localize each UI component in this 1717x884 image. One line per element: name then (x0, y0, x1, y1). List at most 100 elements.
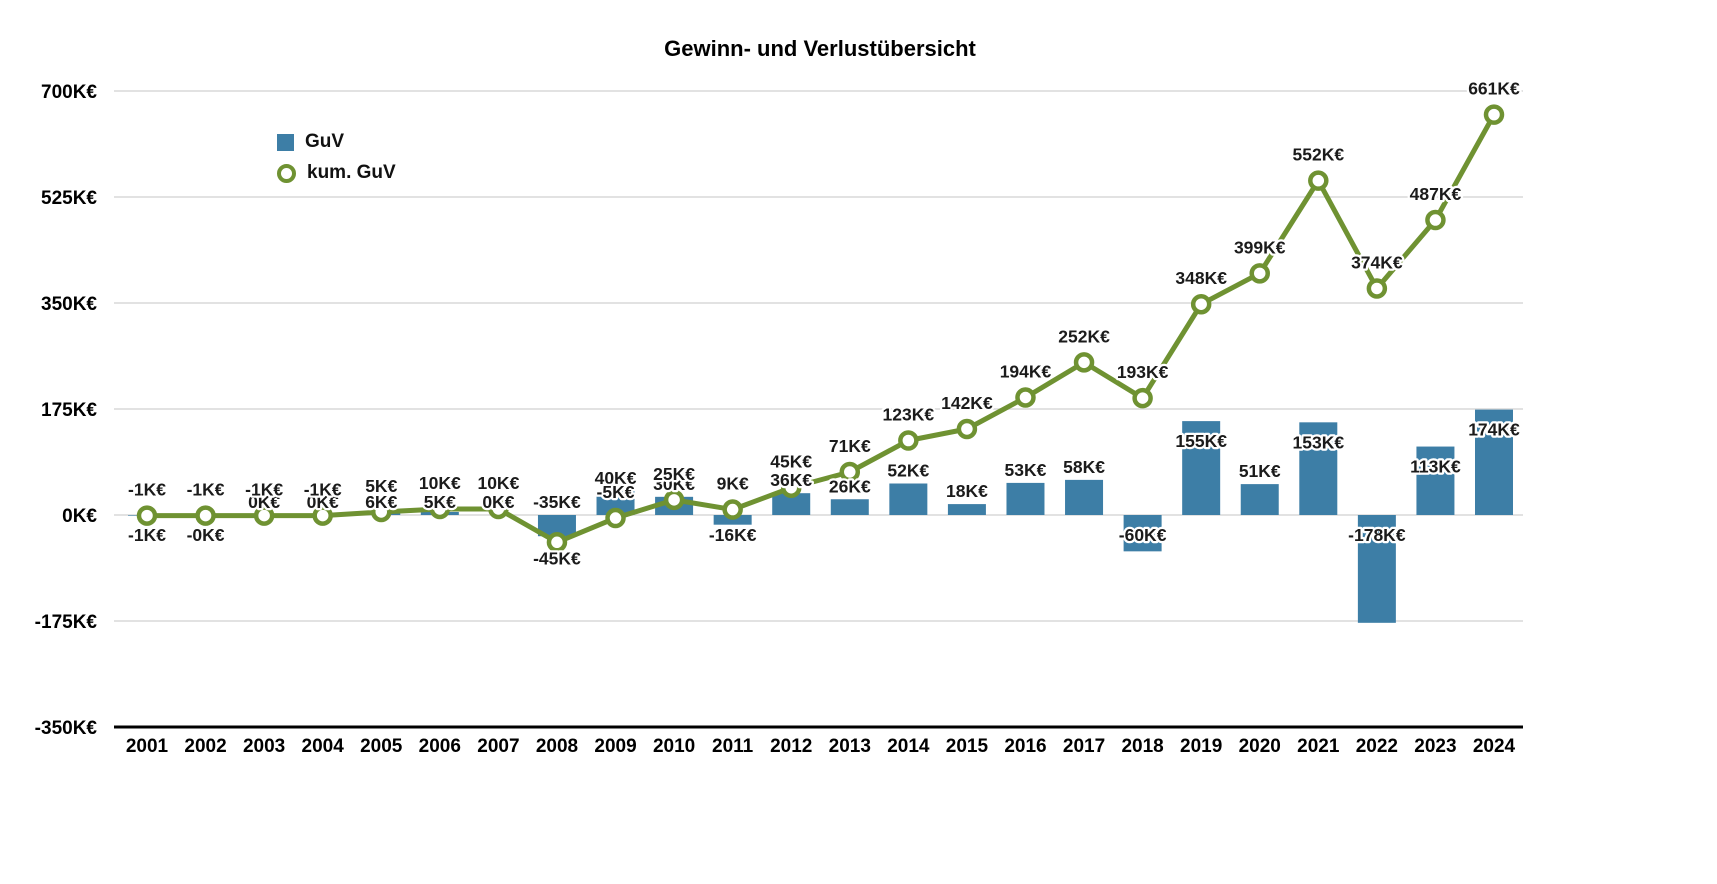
x-tick-label: 2002 (184, 736, 226, 757)
bar-label-2017: 58K€ (1063, 457, 1105, 477)
kum-guv-point-2013 (839, 461, 861, 483)
bar-label-2001: -1K€ (128, 525, 166, 545)
kum-guv-point-2006 (429, 498, 451, 520)
bar-label-2020: 51K€ (1239, 461, 1281, 481)
bar-2012 (772, 493, 811, 515)
kum-guv-point-2005 (371, 501, 392, 523)
kum-label-2007: 10K€ (477, 473, 519, 493)
kum-label-2002: -1K€ (187, 480, 225, 500)
kum-label-2003: -1K€ (245, 480, 283, 500)
y-tick-label: 525K€ (41, 188, 97, 209)
bar-label-2006: 5K€ (424, 492, 456, 512)
bar-label-2009: 40K€ (595, 468, 637, 488)
x-tick-label: 2003 (243, 736, 285, 757)
bar-2008 (537, 515, 576, 537)
legend-label-kum-guv: kum. GuV (307, 162, 396, 183)
x-tick-label: 2006 (419, 736, 461, 757)
bar-label-2022: -178K€ (1348, 525, 1406, 545)
x-tick-label: 2013 (829, 736, 871, 757)
kum-label-2013: 71K€ (829, 436, 871, 456)
x-tick-label: 2018 (1121, 736, 1163, 757)
kum-label-2001: -1K€ (128, 480, 166, 500)
kum-guv-point-2021 (1308, 170, 1329, 191)
kum-guv-point-2010 (663, 489, 685, 511)
bar-2011 (713, 515, 752, 525)
kum-guv-point-2024 (1483, 104, 1505, 125)
y-tick-label: -350K€ (35, 718, 98, 739)
legend-item-guv: GuV (277, 131, 396, 153)
bar-2024 (1475, 409, 1513, 515)
bar-label-2015: 18K€ (946, 481, 988, 501)
bar-2020 (1240, 484, 1279, 515)
x-tick-label: 2017 (1063, 736, 1105, 757)
kum-guv-point-2016 (1015, 387, 1036, 408)
kum-guv-point-2002 (195, 505, 216, 526)
bar-2018 (1123, 515, 1162, 552)
kum-label-2020: 399K€ (1234, 237, 1286, 257)
kum-guv-point-2009 (605, 507, 626, 529)
kum-label-2024: 661K€ (1468, 79, 1520, 99)
kum-label-2014: 123K€ (883, 404, 935, 424)
kum-label-2012: 45K€ (770, 452, 812, 472)
y-tick-label: 700K€ (41, 82, 97, 103)
kum-label-2021: 552K€ (1293, 145, 1345, 165)
kum-guv-point-2019 (1190, 293, 1212, 315)
x-tick-label: 2005 (360, 736, 403, 757)
bar-2023 (1416, 446, 1455, 515)
kum-label-2015: 142K€ (941, 393, 993, 413)
bar-label-2023: 113K€ (1410, 457, 1461, 477)
kum-label-2019: 348K€ (1175, 268, 1227, 288)
bar-label-2004: 0K€ (307, 492, 339, 512)
x-tick-label: 2009 (594, 736, 636, 757)
x-tick-label: 2015 (946, 736, 989, 757)
bar-label-2013: 26K€ (829, 476, 871, 496)
kum-guv-point-2015 (956, 418, 978, 440)
x-tick-label: 2008 (536, 736, 578, 757)
bar-label-2008: -35K€ (533, 492, 581, 512)
x-tick-label: 2019 (1180, 736, 1222, 757)
kum-label-2018: 193K€ (1117, 362, 1169, 382)
x-tick-label: 2024 (1473, 736, 1516, 757)
x-tick-label: 2010 (653, 736, 695, 757)
kum-guv-point-2008 (546, 532, 568, 553)
bar-label-2021: 153K€ (1293, 432, 1345, 452)
kum-guv-point-2004 (312, 505, 333, 526)
bar-label-2016: 53K€ (1005, 460, 1047, 480)
chart-title: Gewinn- und Verlustübersicht (664, 36, 976, 61)
x-tick-label: 2012 (770, 736, 812, 757)
kum-label-2010: 25K€ (653, 464, 695, 484)
bar-label-2019: 155K€ (1175, 431, 1227, 451)
x-tick-label: 2023 (1414, 736, 1456, 757)
y-tick-label: -175K€ (35, 612, 98, 633)
y-tick-label: 175K€ (41, 400, 97, 421)
kum-label-2005: 5K€ (365, 476, 397, 496)
kum-label-2016: 194K€ (1000, 361, 1052, 381)
bar-2021 (1299, 422, 1338, 515)
bar-label-2012: 36K€ (770, 470, 812, 490)
legend-line-marker-swatch (277, 163, 296, 183)
bar-2013 (830, 499, 869, 515)
kum-label-2011: 9K€ (717, 474, 749, 494)
bar-2014 (889, 483, 928, 515)
bar-label-2011: -16K€ (709, 525, 757, 545)
kum-guv-point-2023 (1425, 209, 1446, 231)
bar-2019 (1182, 421, 1221, 515)
bar-label-2024: 174K€ (1468, 420, 1520, 440)
y-tick-label: 350K€ (41, 294, 97, 315)
kum-guv-point-2007 (488, 498, 509, 520)
kum-guv-point-2018 (1132, 387, 1153, 409)
x-tick-label: 2007 (477, 736, 519, 757)
kum-guv-point-2011 (722, 499, 743, 520)
kum-label-2022: 374K€ (1351, 252, 1403, 272)
bar-2017 (1065, 479, 1104, 515)
x-tick-label: 2020 (1239, 736, 1281, 757)
x-tick-label: 2022 (1356, 736, 1398, 757)
kum-label-2023: 487K€ (1410, 184, 1462, 204)
kum-label-2004: -1K€ (304, 480, 342, 500)
x-tick-label: 2014 (887, 736, 930, 757)
legend-bar-swatch (277, 133, 294, 151)
kum-guv-point-2022 (1366, 278, 1388, 299)
x-tick-label: 2004 (302, 736, 345, 757)
bar-label-2010: 30K€ (653, 474, 695, 494)
